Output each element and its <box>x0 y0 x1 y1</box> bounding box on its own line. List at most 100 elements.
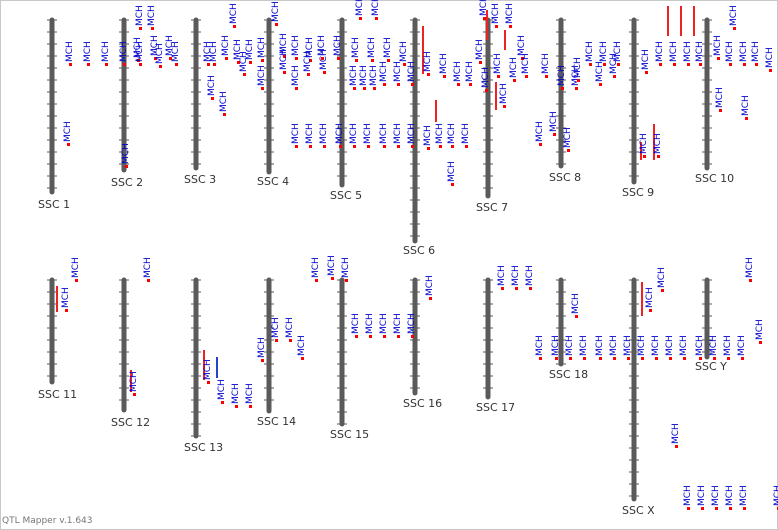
qtl-marker <box>655 357 658 360</box>
chromosome-label: SSC 15 <box>330 428 369 441</box>
qtl-trait-label: MCH <box>599 41 609 62</box>
qtl-trait-label: MCH <box>765 47 775 68</box>
qtl-marker <box>727 357 730 360</box>
qtl-trait-label: MCH <box>379 123 389 144</box>
qtl-marker <box>369 335 372 338</box>
qtl-marker <box>687 507 690 510</box>
qtl-trait-label: MCH <box>563 127 573 148</box>
qtl-trait-label: MCH <box>245 39 255 60</box>
qtl-trait-label: MCH <box>595 335 605 356</box>
chromosome-label: SSC 2 <box>111 176 143 189</box>
qtl-trait-label: MCH <box>279 33 289 54</box>
qtl-trait-label: MCH <box>639 133 649 154</box>
qtl-trait-label: MCH <box>359 65 369 86</box>
qtl-trait-label: MCH <box>423 51 433 72</box>
qtl-trait-label: MCH <box>683 41 693 62</box>
qtl-marker <box>315 279 318 282</box>
qtl-trait-label: MCH <box>355 0 365 16</box>
qtl-trait-label: MCH <box>773 485 778 506</box>
qtl-trait-label: MCH <box>297 335 307 356</box>
qtl-trait-label: MCH <box>150 35 160 56</box>
qtl-marker <box>307 73 310 76</box>
chromosome-label: SSC 17 <box>476 401 515 414</box>
qtl-marker <box>509 25 512 28</box>
qtl-marker <box>353 87 356 90</box>
qtl-marker <box>207 63 210 66</box>
qtl-marker <box>123 63 126 66</box>
qtl-marker <box>69 63 72 66</box>
qtl-marker <box>687 63 690 66</box>
qtl-marker <box>355 335 358 338</box>
qtl-trait-label: MCH <box>737 335 747 356</box>
qtl-trait-label: MCH <box>711 485 721 506</box>
qtl-marker <box>309 59 312 62</box>
qtl-trait-label: MCH <box>217 379 227 400</box>
qtl-marker <box>211 97 214 100</box>
chromosome-label: SSC 5 <box>330 189 362 202</box>
qtl-trait-label: MCH <box>371 0 381 16</box>
qtl-marker <box>249 405 252 408</box>
qtl-marker <box>331 277 334 280</box>
qtl-marker <box>353 145 356 148</box>
qtl-trait-label: MCH <box>291 123 301 144</box>
qtl-trait-label: MCH <box>271 317 281 338</box>
qtl-marker <box>383 145 386 148</box>
qtl-marker <box>169 57 172 60</box>
qtl-trait-label: MCH <box>579 335 589 356</box>
qtl-trait-label: MCH <box>209 41 219 62</box>
qtl-trait-label: MCH <box>335 123 345 144</box>
qtl-marker <box>567 149 570 152</box>
qtl-trait-label: MCH <box>645 287 655 308</box>
qtl-trait-label: MCH <box>407 123 417 144</box>
qtl-trait-label: MCH <box>71 257 81 278</box>
qtl-trait-label: MCH <box>63 121 73 142</box>
chromosome-label: SSC 7 <box>476 201 508 214</box>
qtl-marker <box>387 59 390 62</box>
qtl-marker <box>147 279 150 282</box>
qtl-marker <box>603 63 606 66</box>
qtl-marker <box>657 155 660 158</box>
chromosome-label: SSC Y <box>695 360 727 373</box>
qtl-marker <box>283 71 286 74</box>
qtl-marker <box>743 507 746 510</box>
qtl-trait-label: MCH <box>61 287 71 308</box>
qtl-marker <box>261 359 264 362</box>
qtl-trait-label: MCH <box>491 3 501 24</box>
qtl-trait-label: MCH <box>739 41 749 62</box>
qtl-trait-label: MCH <box>549 111 559 132</box>
qtl-marker <box>659 63 662 66</box>
qtl-marker <box>249 61 252 64</box>
qtl-marker <box>495 25 498 28</box>
qtl-marker <box>583 357 586 360</box>
qtl-trait-label: MCH <box>399 41 409 62</box>
qtl-marker <box>439 145 442 148</box>
qtl-trait-label: MCH <box>369 65 379 86</box>
qtl-trait-label: MCH <box>407 61 417 82</box>
qtl-marker <box>755 63 758 66</box>
qtl-marker <box>741 357 744 360</box>
qtl-trait-label: MCH <box>229 3 239 24</box>
qtl-marker <box>223 113 226 116</box>
qtl-trait-label: MCH <box>585 41 595 62</box>
qtl-marker <box>105 63 108 66</box>
qtl-marker <box>539 357 542 360</box>
qtl-trait-label: MCH <box>233 39 243 60</box>
qtl-marker <box>539 143 542 146</box>
qtl-marker <box>675 445 678 448</box>
qtl-trait-label: MCH <box>257 337 267 358</box>
qtl-marker <box>617 63 620 66</box>
qtl-marker <box>397 83 400 86</box>
qtl-trait-label: MCH <box>541 53 551 74</box>
qtl-trait-label: MCH <box>609 335 619 356</box>
qtl-marker <box>743 63 746 66</box>
qtl-marker <box>713 357 716 360</box>
qtl-trait-label: MCH <box>729 5 739 26</box>
qtl-trait-label: MCH <box>695 335 705 356</box>
qtl-marker <box>383 335 386 338</box>
qtl-trait-label: MCH <box>535 121 545 142</box>
qtl-trait-label: MCH <box>135 5 145 26</box>
qtl-marker <box>613 357 616 360</box>
qtl-marker <box>465 145 468 148</box>
qtl-trait-label: MCH <box>291 35 301 56</box>
qtl-trait-label: MCH <box>683 485 693 506</box>
